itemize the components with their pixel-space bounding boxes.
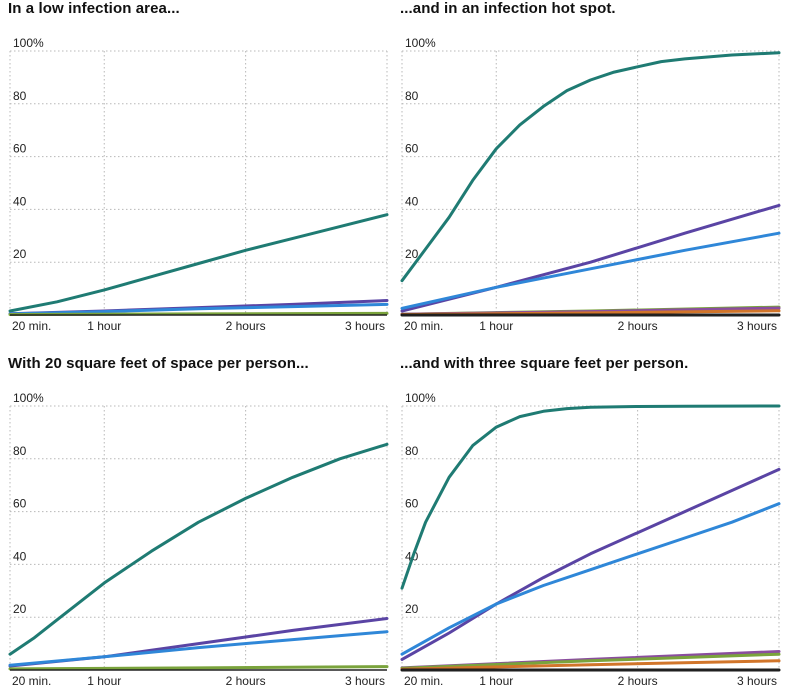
chart-title: With 20 square feet of space per person.… <box>8 355 309 372</box>
chart-title: In a low infection area... <box>8 0 180 17</box>
chart-panel-20-sqft: With 20 square feet of space per person.… <box>8 355 398 700</box>
y-tick-label: 100% <box>405 391 436 405</box>
y-tick-label: 40 <box>13 194 27 208</box>
series-line <box>400 659 781 671</box>
series-line <box>8 213 389 313</box>
y-tick-label: 100% <box>405 36 436 50</box>
y-tick-label: 80 <box>405 444 419 458</box>
chart-panel-hot-spot: ...and in an infection hot spot. 100% 80 6… <box>400 0 790 345</box>
series-line <box>400 231 781 310</box>
series-line <box>400 404 781 590</box>
series-line <box>8 630 389 667</box>
x-tick-label: 20 min. <box>404 674 443 688</box>
x-tick-label: 2 hours <box>618 674 658 688</box>
x-tick-label: 1 hour <box>479 319 513 333</box>
series-line <box>8 302 389 316</box>
chart-title: ...and in an infection hot spot. <box>400 0 616 17</box>
y-tick-label: 60 <box>405 497 419 511</box>
series-line <box>400 502 781 656</box>
y-tick-label: 80 <box>405 89 419 103</box>
x-tick-label: 2 hours <box>226 319 266 333</box>
series-line <box>8 442 389 656</box>
x-tick-label: 3 hours <box>345 319 385 333</box>
chart-panel-3-sqft: ...and with three square feet per person… <box>400 355 790 700</box>
x-tick-label: 1 hour <box>479 674 513 688</box>
series-line <box>400 51 781 283</box>
y-tick-label: 20 <box>405 602 419 616</box>
x-tick-label: 1 hour <box>87 674 121 688</box>
x-tick-label: 2 hours <box>226 674 266 688</box>
chart-title: ...and with three square feet per person… <box>400 355 689 372</box>
x-tick-label: 20 min. <box>12 674 51 688</box>
y-tick-label: 60 <box>13 142 27 156</box>
x-tick-label: 2 hours <box>618 319 658 333</box>
y-tick-label: 80 <box>13 89 27 103</box>
line-chart: 100% 80 60 40 20 20 min. 1 hour 2 hours 3 hours <box>8 391 389 688</box>
y-tick-label: 60 <box>13 497 27 511</box>
y-tick-label: 20 <box>13 247 27 261</box>
series-line <box>400 467 781 661</box>
y-tick-label: 100% <box>13 391 44 405</box>
y-tick-label: 40 <box>13 549 27 563</box>
series-line <box>8 665 389 671</box>
x-tick-label: 3 hours <box>345 674 385 688</box>
y-tick-label: 80 <box>13 444 27 458</box>
y-tick-label: 20 <box>13 602 27 616</box>
x-tick-label: 20 min. <box>12 319 51 333</box>
y-tick-label: 40 <box>405 194 419 208</box>
chart-panel-low-infection: In a low infection area... 100% 80 60 40 20 2… <box>8 0 398 345</box>
x-tick-label: 3 hours <box>737 319 777 333</box>
line-chart: 100% 80 60 40 20 20 min. 1 hour 2 hours 3 hours <box>8 36 389 333</box>
x-tick-label: 3 hours <box>737 674 777 688</box>
line-chart: 100% 80 60 40 20 20 min. 1 hour 2 hours 3 hours <box>400 36 781 333</box>
x-tick-label: 1 hour <box>87 319 121 333</box>
y-tick-label: 100% <box>13 36 44 50</box>
x-tick-label: 20 min. <box>404 319 443 333</box>
y-tick-label: 60 <box>405 142 419 156</box>
series-line <box>400 652 781 670</box>
y-tick-label: 20 <box>405 247 419 261</box>
